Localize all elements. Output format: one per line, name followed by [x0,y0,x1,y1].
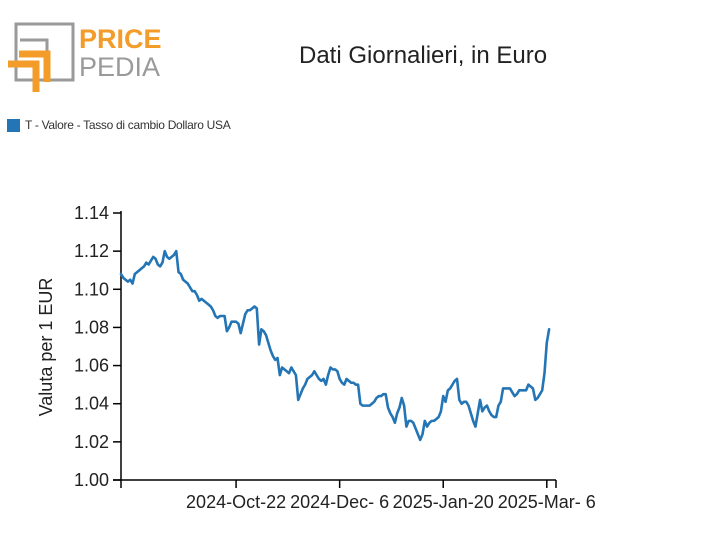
y-tick-label: 1.02 [74,432,109,452]
logo-text-top: PRICE [79,24,162,54]
legend: T - Valore - Tasso di cambio Dollaro USA [7,118,231,132]
series-group [119,249,551,442]
legend-swatch [7,118,20,132]
y-tick-label: 1.10 [74,279,109,299]
logo-corner-orange-outer [8,60,40,92]
logo-corner-orange-inner [19,50,51,82]
series-line [119,249,551,442]
pricepedia-logo: PRICE PEDIA [8,22,162,92]
y-tick-label: 1.00 [74,470,109,490]
x-tick-label: 2024-Oct-22 [186,492,286,512]
x-tick-label: 2024-Dec- 6 [290,492,389,512]
y-tick-label: 1.08 [74,317,109,337]
chart-title: Dati Giornalieri, in Euro [299,42,548,69]
y-tick-label: 1.06 [74,356,109,376]
y-tick-label: 1.14 [74,203,109,223]
legend-label: T - Valore - Tasso di cambio Dollaro USA [25,118,231,132]
y-tick-label: 1.12 [74,241,109,261]
axes: 1.00 1.02 1.04 1.06 1.08 1.10 1.12 1.14 2024-Oct… [74,203,596,512]
y-tick-label: 1.04 [74,394,109,414]
x-tick-label: 2025-Jan-20 [393,492,494,512]
x-tick-label: 2025-Mar- 6 [498,492,596,512]
logo-text-bottom: PEDIA [79,52,160,82]
y-axis-title: Valuta per 1 EUR [36,278,56,417]
